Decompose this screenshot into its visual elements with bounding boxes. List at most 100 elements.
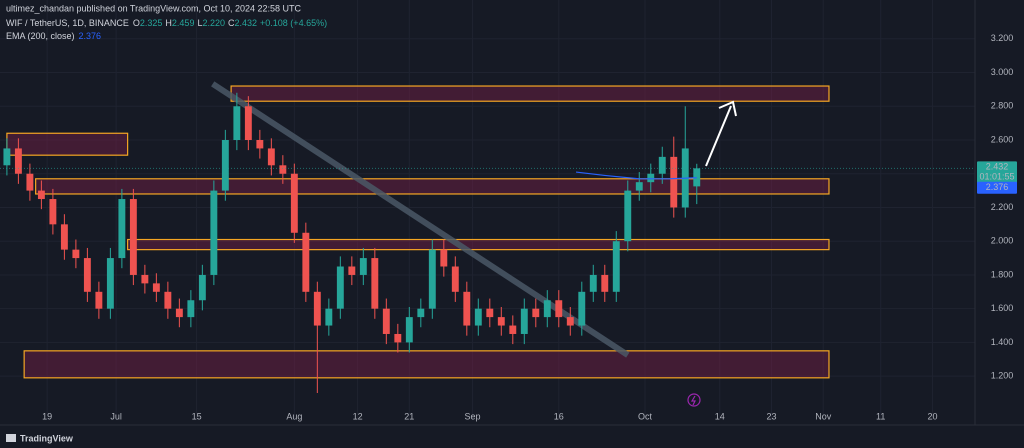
candle-body [302, 232, 310, 292]
y-tick-label: 2.000 [991, 236, 1014, 246]
ohlc-label: C [228, 18, 235, 28]
arrow-annotation [705, 100, 737, 167]
candle-body [509, 325, 517, 334]
ohlc-value: 2.432 [235, 18, 258, 28]
ohlc-value: 2.325 [140, 18, 163, 28]
candle-body [95, 291, 103, 309]
x-tick-label: 12 [353, 411, 363, 421]
grid [0, 0, 975, 420]
candle-body [256, 140, 264, 149]
candle-body [405, 317, 413, 343]
change: +0.108 (+4.65%) [260, 18, 327, 28]
candle-body [210, 190, 218, 275]
symbol: WIF / TetherUS, 1D, BINANCE [6, 18, 129, 28]
ohlc-label: H [165, 18, 172, 28]
candle-body [589, 274, 597, 292]
candle-body [566, 317, 574, 326]
ema-box [977, 181, 1017, 194]
price-box [977, 161, 1017, 184]
ohlc-value: 2.220 [202, 18, 225, 28]
candle-body [451, 266, 459, 292]
x-tick-label: 21 [404, 411, 414, 421]
candle-body [497, 317, 505, 326]
ohlc-label: O [133, 18, 140, 28]
candle-body [578, 291, 586, 326]
candle-body [543, 300, 551, 318]
candle-body [26, 173, 34, 191]
candle-body [49, 199, 57, 225]
y-tick-label: 2.600 [991, 134, 1014, 144]
candle-body [325, 308, 333, 326]
y-tick-label: 2.800 [991, 101, 1014, 111]
candle-body [670, 156, 678, 208]
y-tick-label: 3.200 [991, 33, 1014, 43]
plot [0, 92, 975, 394]
y-tick-label: 1.800 [991, 269, 1014, 279]
x-tick-label: Aug [286, 411, 302, 421]
y-tick-label: 1.600 [991, 303, 1014, 313]
symbol-line: WIF / TetherUS, 1D, BINANCE O2.325 H2.459 L… [6, 18, 327, 28]
candle-body [60, 224, 68, 250]
x-tick-label: Jul [110, 411, 122, 421]
candle-body [141, 274, 149, 284]
y-tick-label: 1.200 [991, 371, 1014, 381]
candle-body [601, 274, 609, 292]
candle-body [279, 165, 287, 174]
candle-body [635, 182, 643, 191]
candle-body [520, 308, 528, 334]
x-tick-label: 20 [927, 411, 937, 421]
ema-line [575, 171, 697, 180]
x-tick-label: Nov [815, 411, 832, 421]
x-tick-label: Oct [638, 411, 653, 421]
ema-label: EMA (200, close) [6, 31, 75, 41]
y-tick-label: 2.200 [991, 202, 1014, 212]
x-tick-label: Sep [465, 411, 481, 421]
ohlc-label: L [197, 18, 202, 28]
y-tick-label: 3.000 [991, 67, 1014, 77]
candle-body [532, 308, 540, 318]
x-tick-label: 11 [876, 411, 885, 421]
candle-body [647, 173, 655, 183]
candle-body [164, 291, 172, 309]
candle-body [290, 173, 298, 233]
brand-name: TradingView [20, 433, 74, 443]
candle-body [463, 291, 471, 326]
y-tick-label: 1.400 [991, 337, 1014, 347]
candle-body [624, 190, 632, 242]
candle-body [612, 241, 620, 292]
candle-body [118, 199, 126, 259]
candle-body [486, 308, 494, 318]
publisher: ultimez_chandan published on TradingView… [6, 3, 302, 13]
x-tick-label: 15 [192, 411, 202, 421]
countdown: 01:01:55 [979, 172, 1014, 182]
candle-body [3, 148, 11, 166]
axis: 1.2001.4001.6001.8002.0002.2002.4002.600… [42, 33, 1017, 421]
candle-body [693, 168, 701, 187]
lightning-icon [687, 393, 701, 407]
candle-body [72, 249, 80, 259]
candle-body [106, 258, 114, 309]
price-label: 2.432 [986, 162, 1009, 172]
candle-body [417, 308, 425, 318]
candle-body [428, 249, 436, 309]
x-tick-label: 19 [42, 411, 52, 421]
candle-body [313, 291, 321, 326]
candle-body [336, 266, 344, 309]
candle-body [83, 258, 91, 292]
x-tick-label: 16 [554, 411, 564, 421]
candle-body [382, 308, 390, 334]
zone [6, 132, 129, 156]
candle-body [198, 274, 206, 301]
zone [23, 350, 830, 379]
candle-body [440, 249, 448, 267]
candle-body [474, 308, 482, 326]
candle-body [359, 258, 367, 275]
candle-body [14, 148, 22, 174]
candle-body [348, 266, 356, 275]
ema-value: 2.376 [79, 31, 102, 41]
candle-body [152, 283, 160, 292]
zone [35, 178, 830, 195]
zone [230, 85, 830, 102]
